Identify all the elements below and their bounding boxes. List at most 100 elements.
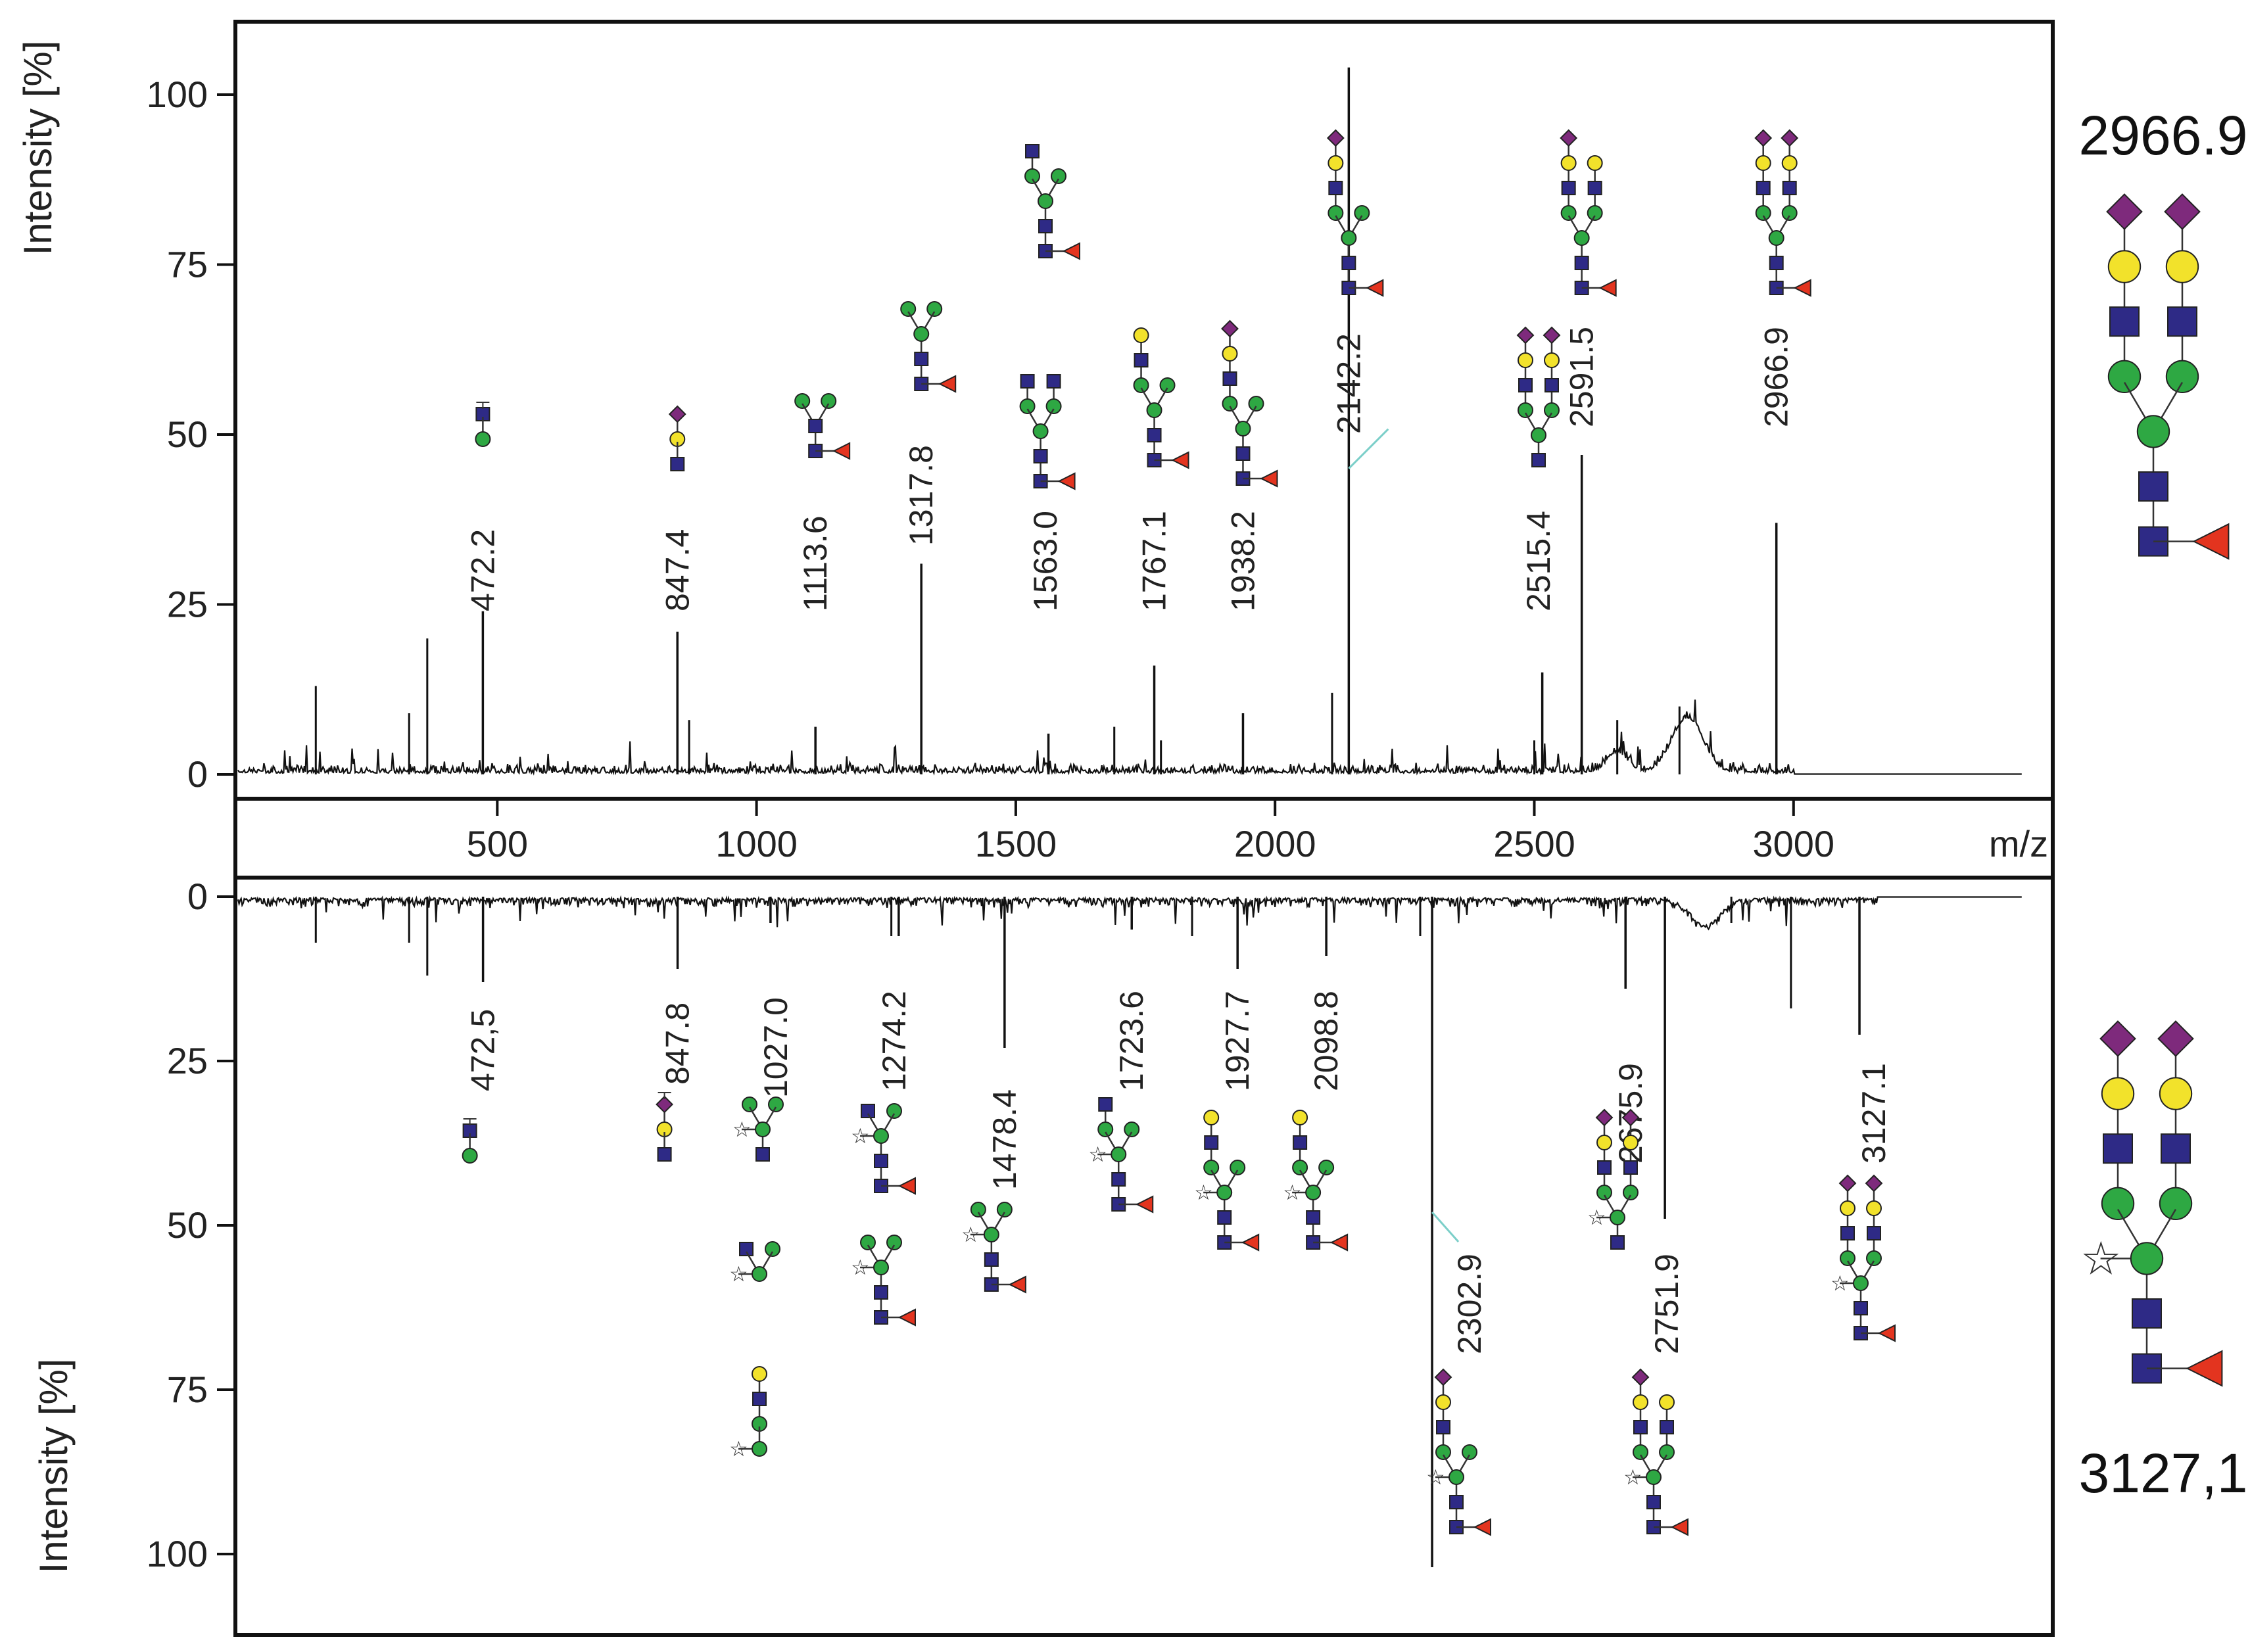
bottom-glycan-structure: ☆	[1283, 1110, 1349, 1252]
xylose-star: ☆	[1088, 1142, 1107, 1167]
xylose-star: ☆	[851, 1255, 870, 1280]
glcnac-square	[1587, 181, 1602, 195]
mannose-circle	[1230, 1160, 1246, 1175]
bottom-peak-label: 1723.6	[1113, 991, 1150, 1091]
bottom-y-tick-label: 50	[167, 1204, 208, 1246]
mannose-circle	[1596, 1185, 1612, 1200]
mz-axis-strip: 500 1000 1500 2000 2500 3000 m/z	[233, 797, 2055, 880]
sialic-acid-diamond	[1865, 1174, 1883, 1192]
annotation-leader	[1348, 428, 1389, 469]
mannose-circle	[1019, 398, 1036, 414]
mannose-circle	[1544, 402, 1560, 418]
glcnac-square	[2103, 1133, 2133, 1164]
mannose-circle	[983, 1227, 999, 1242]
xylose-star: ☆	[1194, 1180, 1213, 1205]
mannose-circle	[926, 301, 943, 317]
mannose-circle	[2165, 360, 2199, 393]
mannose-circle	[1354, 205, 1370, 221]
bottom-glycan-structure: ☆	[732, 1097, 784, 1162]
glcnac-square	[657, 1147, 672, 1162]
sialic-acid-diamond	[2164, 193, 2201, 230]
mannose-circle	[1587, 205, 1603, 221]
glcnac-square	[1147, 428, 1162, 442]
side-glycan-top	[2106, 193, 2230, 560]
mannose-circle	[1292, 1160, 1308, 1175]
glcnac-square	[1769, 256, 1784, 270]
glcnac-square	[2138, 471, 2168, 502]
mannose-circle	[1235, 421, 1251, 437]
glcnac-square	[1134, 353, 1149, 367]
bottom-peak-label: 2751.9	[1648, 1254, 1685, 1354]
mannose-circle	[1341, 230, 1357, 246]
bottom-glycan-structure: ☆	[851, 1235, 916, 1327]
bottom-glycan-structure: ☆	[1088, 1097, 1154, 1214]
top-peak-label: 1563.0	[1027, 511, 1064, 611]
fucose-triangle	[1877, 1324, 1896, 1342]
fucose-triangle	[1473, 1518, 1491, 1536]
xylose-star: ☆	[729, 1262, 748, 1286]
galactose-circle	[1560, 155, 1577, 171]
sialic-acid-diamond	[2157, 1020, 2194, 1057]
mannose-circle	[1435, 1444, 1451, 1460]
glcnac-square	[2167, 306, 2197, 337]
fucose-triangle	[2186, 1350, 2223, 1387]
mannose-circle	[755, 1121, 771, 1137]
top-peak-label: 847.4	[659, 529, 696, 611]
top-y-axis-title: Intensity [%]	[16, 41, 60, 256]
glcnac-square	[1222, 371, 1237, 386]
fucose-triangle	[1366, 279, 1384, 297]
fucose-triangle	[1670, 1518, 1688, 1536]
sialic-acid-diamond	[1631, 1368, 1650, 1386]
bottom-y-tick-label: 25	[167, 1040, 208, 1081]
sialic-acid-diamond	[1543, 326, 1561, 344]
top-glycan-structure	[1516, 326, 1561, 467]
glcnac-square	[1561, 181, 1576, 195]
sialic-acid-diamond	[1560, 129, 1578, 147]
mannose-circle	[1318, 1160, 1335, 1175]
fucose-triangle	[1062, 242, 1080, 260]
glcnac-square	[808, 419, 823, 433]
mannose-circle	[996, 1202, 1013, 1217]
galactose-circle	[752, 1366, 767, 1382]
glcnac-square	[1204, 1135, 1219, 1150]
galactose-circle	[1203, 1110, 1220, 1125]
mannose-circle	[900, 301, 917, 317]
mannose-circle	[1216, 1185, 1233, 1200]
mannose-circle	[1146, 402, 1162, 418]
mannose-circle	[1133, 377, 1149, 393]
galactose-circle	[2107, 250, 2142, 283]
bottom-glycan-structure	[462, 1118, 478, 1164]
mannose-circle	[752, 1441, 767, 1457]
xylose-star: ☆	[851, 1123, 870, 1148]
x-tick-label: 3000	[1753, 823, 1835, 864]
sialic-acid-diamond	[1595, 1108, 1614, 1127]
galactose-circle	[1587, 155, 1603, 171]
bottom-peak-label: 472,5	[465, 1009, 502, 1091]
glcnac-square	[1235, 446, 1251, 461]
mannose-circle	[1633, 1444, 1648, 1460]
mannose-circle	[1111, 1146, 1127, 1162]
glcnac-square	[1046, 374, 1061, 389]
top-y-tick-label: 50	[167, 413, 208, 455]
sialic-acid-diamond	[1838, 1174, 1857, 1192]
sialic-acid-diamond	[2099, 1020, 2136, 1057]
galactose-circle	[1435, 1394, 1451, 1410]
mannose-circle	[1646, 1469, 1662, 1485]
mannose-circle	[752, 1266, 767, 1282]
mannose-circle	[765, 1241, 780, 1257]
mannose-circle	[475, 431, 491, 447]
mannose-circle	[970, 1202, 986, 1217]
glcnac-square	[1328, 181, 1343, 195]
mannose-circle	[1159, 377, 1176, 393]
top-glycan-structure	[1024, 144, 1080, 260]
glcnac-square	[1660, 1420, 1674, 1434]
bottom-glycan-structure: ☆	[1623, 1368, 1688, 1536]
fucose-triangle	[1329, 1233, 1349, 1252]
galactose-circle	[1840, 1200, 1855, 1216]
glcnac-square	[1574, 256, 1589, 270]
x-tick-label: 500	[467, 823, 528, 864]
top-glycan-structure	[1221, 319, 1278, 488]
glcnac-square	[1756, 181, 1771, 195]
glcnac-square	[1633, 1420, 1648, 1434]
